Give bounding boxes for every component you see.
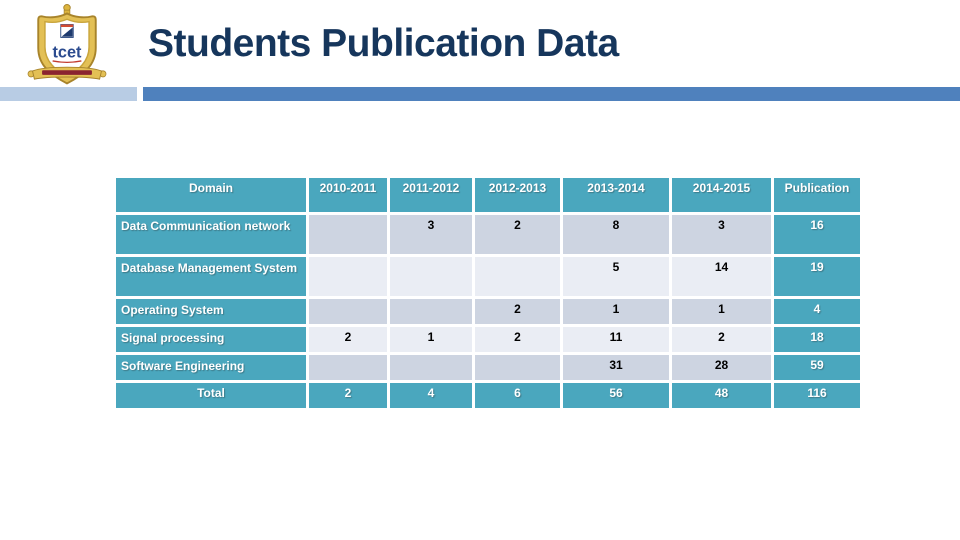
value-cell: 1 [390, 327, 472, 352]
table-row: Data Communication network 3 2 8 3 16 [116, 215, 860, 254]
domain-cell: Database Management System [116, 257, 306, 296]
value-cell [309, 355, 387, 380]
slide-title: Students Publication Data [148, 22, 619, 65]
table-container: Domain 2010-2011 2011-2012 2012-2013 201… [113, 175, 863, 411]
value-cell: 2 [475, 327, 560, 352]
value-cell [390, 257, 472, 296]
column-header-2012-2013: 2012-2013 [475, 178, 560, 212]
publication-total-cell: 4 [774, 299, 860, 324]
publications-table: Domain 2010-2011 2011-2012 2012-2013 201… [113, 175, 863, 411]
total-value-cell: 116 [774, 383, 860, 408]
value-cell: 2 [309, 327, 387, 352]
value-cell: 1 [563, 299, 669, 324]
total-value-cell: 6 [475, 383, 560, 408]
column-header-2010-2011: 2010-2011 [309, 178, 387, 212]
total-value-cell: 48 [672, 383, 771, 408]
value-cell: 3 [390, 215, 472, 254]
value-cell [309, 299, 387, 324]
column-header-2014-2015: 2014-2015 [672, 178, 771, 212]
tcet-logo: tcet [27, 4, 107, 85]
title-underline-bar-right [143, 87, 960, 101]
publication-total-cell: 59 [774, 355, 860, 380]
table-header-row: Domain 2010-2011 2011-2012 2012-2013 201… [116, 178, 860, 212]
value-cell: 8 [563, 215, 669, 254]
value-cell [390, 299, 472, 324]
publication-total-cell: 18 [774, 327, 860, 352]
value-cell: 3 [672, 215, 771, 254]
value-cell: 5 [563, 257, 669, 296]
table-row: Signal processing 2 1 2 11 2 18 [116, 327, 860, 352]
table-row: Software Engineering 31 28 59 [116, 355, 860, 380]
column-header-domain: Domain [116, 178, 306, 212]
column-header-2013-2014: 2013-2014 [563, 178, 669, 212]
value-cell: 28 [672, 355, 771, 380]
domain-cell: Data Communication network [116, 215, 306, 254]
table-row: Operating System 2 1 1 4 [116, 299, 860, 324]
value-cell [475, 257, 560, 296]
value-cell: 1 [672, 299, 771, 324]
logo-ribbon [27, 66, 107, 80]
title-underline-bar-left [0, 87, 137, 101]
value-cell: 2 [672, 327, 771, 352]
column-header-publication: Publication [774, 178, 860, 212]
logo-emblem [60, 24, 74, 38]
value-cell: 2 [475, 215, 560, 254]
value-cell [475, 355, 560, 380]
value-cell: 11 [563, 327, 669, 352]
domain-cell: Operating System [116, 299, 306, 324]
total-value-cell: 2 [309, 383, 387, 408]
table-row: Database Management System 5 14 19 [116, 257, 860, 296]
value-cell [309, 257, 387, 296]
value-cell: 14 [672, 257, 771, 296]
table-total-row: Total 2 4 6 56 48 116 [116, 383, 860, 408]
domain-cell: Signal processing [116, 327, 306, 352]
logo-text: tcet [53, 44, 83, 62]
total-value-cell: 4 [390, 383, 472, 408]
value-cell [390, 355, 472, 380]
publication-total-cell: 19 [774, 257, 860, 296]
column-header-2011-2012: 2011-2012 [390, 178, 472, 212]
total-label-cell: Total [116, 383, 306, 408]
total-value-cell: 56 [563, 383, 669, 408]
domain-cell: Software Engineering [116, 355, 306, 380]
value-cell [309, 215, 387, 254]
logo-text-underline [52, 60, 82, 64]
publication-total-cell: 16 [774, 215, 860, 254]
value-cell: 31 [563, 355, 669, 380]
value-cell: 2 [475, 299, 560, 324]
